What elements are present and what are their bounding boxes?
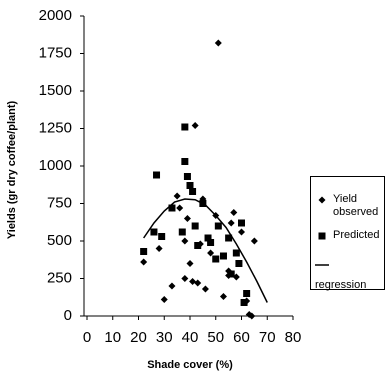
point [191,222,199,230]
x-tick-label: 50 [207,329,224,346]
point [318,196,326,204]
y-tick-label: 1250 [39,119,72,136]
legend-label: Yield observed [333,193,379,218]
y-tick-label: 1750 [39,44,72,61]
point [181,158,189,165]
point [207,239,215,246]
point [158,233,166,240]
legend-symbol [318,232,326,240]
x-tick-label: 20 [130,329,147,346]
legend-symbol [318,196,326,204]
x-tick-label: 10 [104,329,121,346]
y-tick-label: 250 [47,269,72,286]
point [191,122,199,129]
y-tick-label: 0 [64,307,72,324]
x-tick-label: 80 [285,329,302,346]
point [204,234,212,242]
legend-label: regression [315,279,367,291]
x-tick-label: 40 [182,329,199,346]
point [240,299,248,306]
point [212,255,220,263]
point [186,260,194,267]
point [225,234,233,242]
point [150,228,158,236]
point [160,296,168,303]
legend-item: Yield observed [315,193,381,219]
point [183,215,191,222]
point [140,258,148,266]
point [186,182,194,189]
point [318,232,326,240]
point [181,237,189,245]
point [155,245,163,252]
legend-item: Predicted [315,229,381,243]
point [194,279,202,287]
point [243,290,251,297]
y-tick-label: 1500 [39,82,72,99]
y-tick-label: 500 [47,232,72,249]
point [238,228,245,236]
x-tick-label: 70 [259,329,276,346]
point [214,39,222,47]
point [181,275,189,282]
point [235,260,243,267]
legend-symbol [315,264,329,266]
point [168,204,176,212]
regression-line [143,198,268,303]
y-tick-label: 2000 [39,7,72,24]
point [140,248,148,255]
point [248,312,256,320]
x-tick-label: 0 [83,329,91,346]
point [176,204,184,212]
point [183,173,191,180]
point [178,228,186,236]
x-tick-label: 60 [233,329,250,346]
legend-label: Predicted [333,229,380,241]
point [227,270,235,278]
y-axis-title: Yields (gr dry coffee/plant) [6,100,18,239]
point [194,242,202,249]
y-tick-label: 750 [47,194,72,211]
point [219,252,227,260]
legend-item: regression [315,263,367,292]
point [232,249,240,257]
x-axis-title: Shade cover (%) [147,359,233,371]
point [250,237,258,245]
point [181,123,189,131]
point [173,192,181,200]
point [207,249,215,257]
point [230,209,238,216]
point [227,219,235,227]
y-tick-label: 1000 [39,157,72,174]
legend: Yield observed Predicted regression [310,176,385,292]
point [219,293,227,300]
point [153,171,161,179]
x-tick-label: 30 [156,329,173,346]
point [238,219,245,227]
point [168,282,176,290]
point [214,222,222,230]
point [189,188,197,195]
point [201,285,209,293]
point [189,278,197,285]
